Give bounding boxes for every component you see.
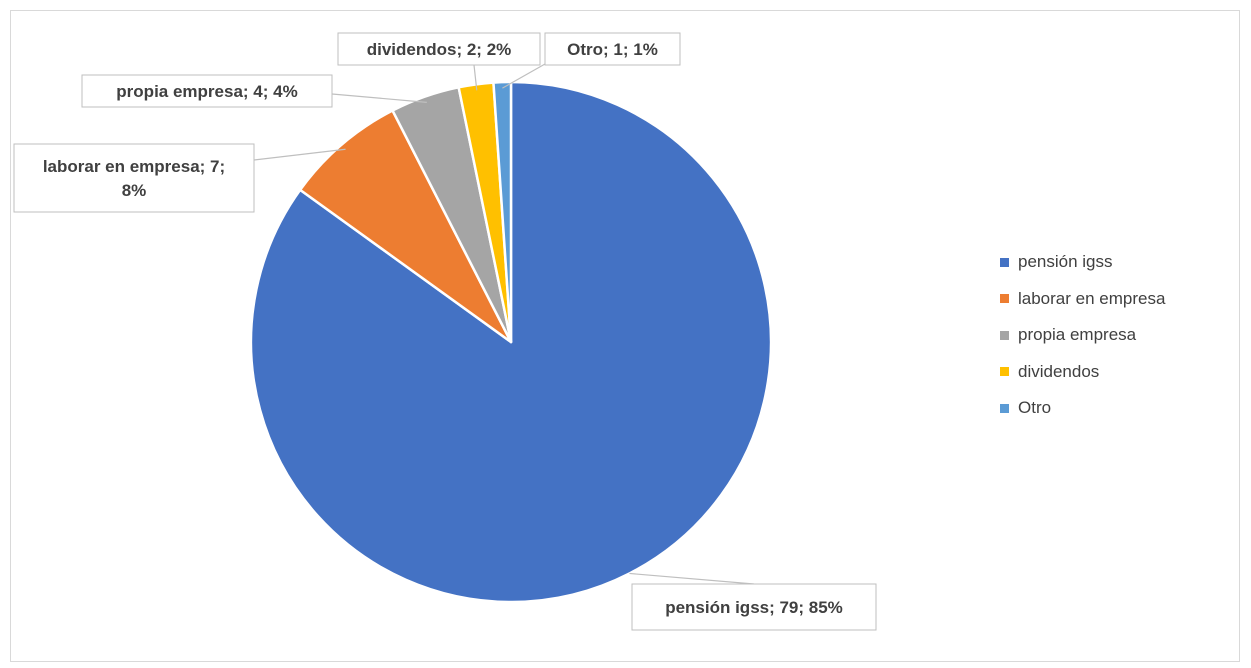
data-label-box-dividendos [337,32,541,66]
data-label-box-pension-igss [631,583,877,631]
leader-line-otro [502,63,546,89]
slice-laborar-en-empresa [298,109,513,344]
legend-swatch-propia-empresa [1000,330,1009,340]
leader-lines [253,63,755,585]
leader-line-pension-igss [629,572,755,585]
data-label-pension-igss: pensión igss; 79; 85% [631,583,877,631]
legend-item-laborar-en-empresa: laborar en empresa [1000,281,1165,318]
data-label-box-propia-empresa [81,74,333,108]
data-label-otro: Otro; 1; 1% [544,32,681,66]
leader-line-dividendos [473,64,478,91]
legend-swatch-dividendos [1000,367,1009,377]
legend-item-otro: Otro [1000,390,1165,427]
data-label-text-pension-igss-1: pensión igss; 79; 85% [665,598,843,617]
legend-label-otro: Otro [1018,398,1052,418]
legend-label-pension-igss: pensión igss [1018,252,1113,272]
legend-item-pension-igss: pensión igss [1000,244,1165,281]
legend-swatch-laborar-en-empresa [1000,294,1009,304]
legend-swatch-pension-igss [1000,257,1009,267]
data-label-text-otro-1: Otro; 1; 1% [567,40,658,59]
data-label-box-otro [544,32,681,66]
data-labels: pensión igss; 79; 85% laborar en empresa;… [13,32,877,631]
leader-line-laborar-en-empresa [253,148,346,161]
legend-item-propia-empresa: propia empresa [1000,317,1165,354]
data-label-text-propia-empresa-1: propia empresa; 4; 4% [116,82,297,101]
legend-swatch-otro [1000,403,1009,413]
pie-slices [249,80,773,604]
legend-label-dividendos: dividendos [1018,361,1100,381]
legend-label-laborar-en-empresa: laborar en empresa [1018,288,1166,308]
legend-item-dividendos: dividendos [1000,354,1165,391]
legend: pensión igss laborar en empresa propia emp… [1000,244,1165,427]
data-label-dividendos: dividendos; 2; 2% [337,32,541,66]
leader-line-propia-empresa [331,93,427,103]
data-label-text-laborar-en-empresa-2: 8% [122,181,147,200]
data-label-text-dividendos-1: dividendos; 2; 2% [367,40,512,59]
data-label-text-laborar-en-empresa-1: laborar en empresa; 7; [43,157,225,176]
legend-label-propia-empresa: propia empresa [1018,325,1137,345]
data-label-propia-empresa: propia empresa; 4; 4% [81,74,333,108]
slice-otro [492,80,513,344]
data-label-box-laborar-en-empresa [13,143,255,213]
data-label-laborar-en-empresa: laborar en empresa; 7; 8% [13,143,255,213]
